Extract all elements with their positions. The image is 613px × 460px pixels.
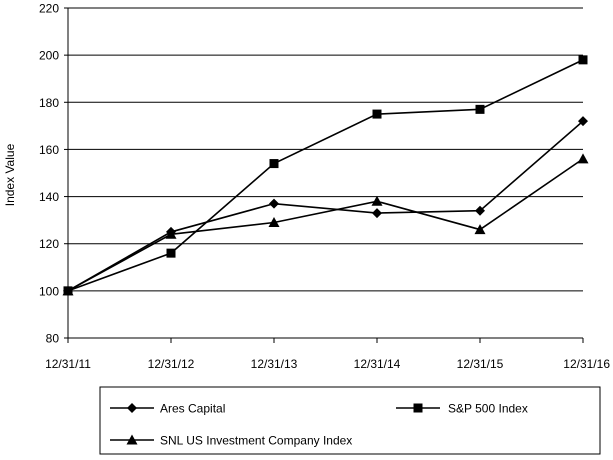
diamond-marker bbox=[475, 205, 485, 216]
legend-entry: SNL US Investment Company Index bbox=[110, 434, 352, 448]
triangle-marker bbox=[371, 195, 383, 206]
y-axis-ticks: 80 100 120 140 160 180 200 220 bbox=[39, 2, 68, 346]
y-tick-label: 180 bbox=[39, 96, 59, 110]
y-tick-label: 200 bbox=[39, 49, 59, 63]
x-tick-label: 12/31/15 bbox=[457, 357, 504, 371]
x-tick-label: 12/31/16 bbox=[563, 357, 610, 371]
y-tick-label: 80 bbox=[46, 332, 60, 346]
triangle-marker bbox=[62, 285, 74, 296]
series-group bbox=[62, 55, 589, 296]
x-tick-label: 12/31/14 bbox=[354, 357, 401, 371]
square-marker bbox=[166, 248, 176, 258]
diamond-marker bbox=[127, 403, 137, 413]
series-line bbox=[67, 120, 584, 292]
x-tick-label: 12/31/13 bbox=[251, 357, 298, 371]
y-axis-label: Index Value bbox=[3, 143, 17, 206]
square-marker bbox=[475, 104, 485, 114]
legend: Ares Capital S&P 500 Index SNL US Investme… bbox=[99, 386, 601, 455]
legend-label: Ares Capital bbox=[160, 402, 225, 416]
series-diamond bbox=[63, 116, 588, 296]
x-tick-label: 12/31/12 bbox=[148, 357, 195, 371]
y-tick-label: 100 bbox=[39, 284, 59, 298]
x-axis-ticks: 12/31/11 12/31/12 12/31/13 12/31/14 12/31/15… bbox=[45, 338, 610, 371]
square-marker bbox=[413, 403, 423, 413]
diamond-marker bbox=[578, 116, 588, 127]
square-marker bbox=[578, 55, 588, 65]
diamond-marker bbox=[372, 208, 382, 219]
y-tick-label: 160 bbox=[39, 143, 59, 157]
triangle-marker bbox=[165, 228, 177, 239]
triangle-marker bbox=[474, 224, 486, 235]
axes bbox=[67, 8, 583, 339]
legend-label: S&P 500 Index bbox=[448, 402, 528, 416]
series-line bbox=[67, 158, 584, 292]
triangle-marker bbox=[126, 434, 138, 445]
legend-label: SNL US Investment Company Index bbox=[160, 434, 352, 448]
series-square bbox=[63, 55, 588, 296]
triangle-marker bbox=[268, 217, 280, 227]
series-triangle bbox=[62, 153, 589, 296]
y-tick-label: 140 bbox=[39, 190, 59, 204]
legend-box bbox=[99, 386, 601, 455]
x-tick-label: 12/31/11 bbox=[45, 357, 91, 371]
y-tick-label: 220 bbox=[39, 2, 59, 16]
y-tick-label: 120 bbox=[39, 237, 59, 251]
diamond-marker bbox=[269, 198, 279, 209]
legend-entry: S&P 500 Index bbox=[396, 402, 528, 416]
legend-entry: Ares Capital bbox=[110, 402, 225, 416]
triangle-marker bbox=[577, 153, 589, 164]
square-marker bbox=[269, 159, 279, 169]
square-marker bbox=[372, 109, 382, 119]
series-line bbox=[67, 59, 584, 292]
